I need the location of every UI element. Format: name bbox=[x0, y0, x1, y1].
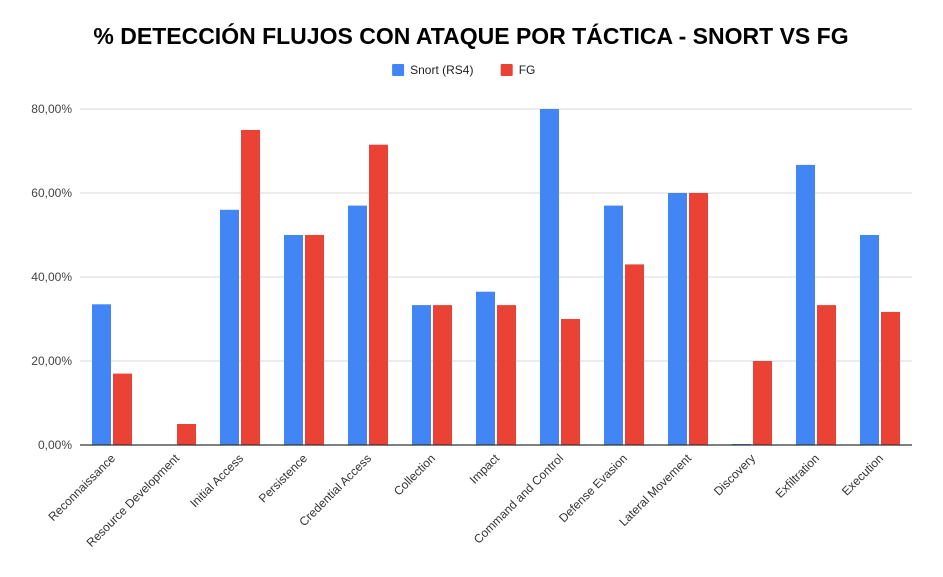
y-tick-label: 60,00% bbox=[31, 186, 72, 200]
x-tick-label: Impact bbox=[467, 451, 503, 487]
bar-fg-8 bbox=[625, 264, 644, 445]
bar-snort-9 bbox=[668, 193, 687, 445]
x-tick-label: Exfiltration bbox=[773, 451, 823, 501]
x-tick-label: Execution bbox=[839, 451, 886, 498]
y-tick-label: 80,00% bbox=[31, 102, 72, 116]
x-tick-label: Persistence bbox=[256, 451, 310, 505]
y-tick-label: 0,00% bbox=[38, 438, 72, 452]
bar-fg-11 bbox=[817, 305, 836, 445]
bar-snort-12 bbox=[860, 235, 879, 445]
bar-snort-0 bbox=[92, 304, 111, 445]
legend-swatch-snort bbox=[392, 64, 405, 76]
x-tick-label: Discovery bbox=[711, 451, 758, 498]
x-tick-label: Reconnaissance bbox=[45, 451, 118, 524]
bar-fg-7 bbox=[561, 319, 580, 445]
y-axis: 0,00% 20,00% 40,00% 60,00% 80,00% bbox=[31, 102, 72, 452]
bar-fg-1 bbox=[177, 424, 196, 445]
bar-snort-6 bbox=[476, 291, 495, 445]
x-tick-label: Defense Evasion bbox=[556, 451, 630, 525]
bar-fg-9 bbox=[689, 193, 708, 445]
bar-fg-12 bbox=[881, 311, 900, 445]
bar-snort-3 bbox=[284, 235, 303, 445]
x-tick-label: Collection bbox=[391, 451, 438, 498]
legend: Snort (RS4) FG bbox=[392, 63, 535, 77]
bar-snort-5 bbox=[412, 305, 431, 445]
chart-title: % DETECCIÓN FLUJOS CON ATAQUE POR TÁCTIC… bbox=[93, 22, 848, 49]
bar-snort-7 bbox=[540, 109, 559, 445]
bar-fg-4 bbox=[369, 144, 388, 445]
bar-snort-11 bbox=[796, 164, 815, 445]
bar-fg-0 bbox=[113, 373, 132, 445]
y-tick-label: 20,00% bbox=[31, 354, 72, 368]
bars bbox=[92, 109, 900, 445]
legend-label-snort: Snort (RS4) bbox=[410, 63, 473, 77]
legend-label-fg: FG bbox=[519, 63, 536, 77]
bar-fg-2 bbox=[241, 130, 260, 445]
bar-fg-5 bbox=[433, 305, 452, 445]
bar-snort-8 bbox=[604, 205, 623, 445]
legend-swatch-fg bbox=[500, 64, 513, 76]
bar-fg-3 bbox=[305, 235, 324, 445]
bar-fg-10 bbox=[753, 361, 772, 445]
bar-fg-6 bbox=[497, 305, 516, 445]
y-tick-label: 40,00% bbox=[31, 270, 72, 284]
x-tick-label: Initial Access bbox=[187, 451, 246, 510]
grid bbox=[80, 108, 912, 362]
bar-snort-2 bbox=[220, 209, 239, 445]
bar-snort-4 bbox=[348, 205, 367, 445]
